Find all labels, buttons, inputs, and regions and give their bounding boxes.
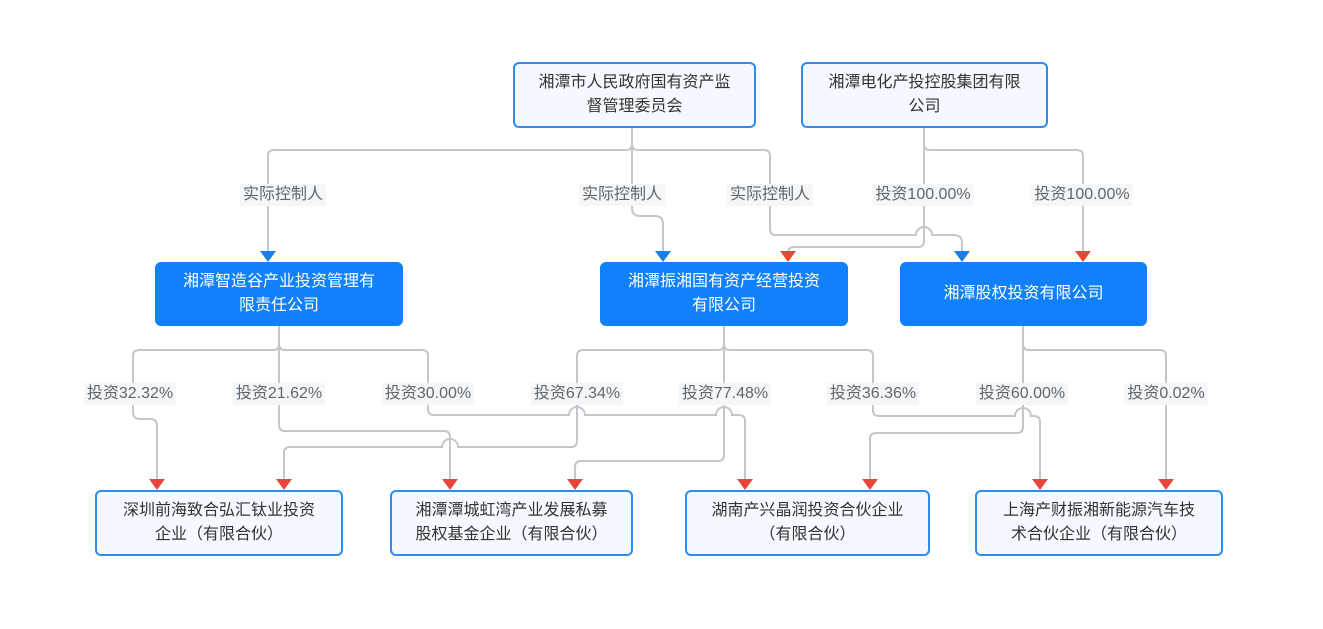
edge-label: 投资60.00% [975, 383, 1069, 405]
company-name: 湘潭振湘国有资产经营投资有限公司 [627, 273, 820, 314]
red-arrowhead-icon [780, 251, 796, 262]
edge-label: 投资30.00% [381, 383, 475, 405]
company-name: 湖南产兴晶润投资合伙企业（有限合伙） [711, 502, 904, 543]
company-name: 深圳前海致合弘汇钛业投资企业（有限合伙） [122, 502, 315, 543]
blue-arrowhead-icon [954, 251, 970, 262]
red-arrowhead-icon [567, 479, 583, 490]
edge-label: 投资67.34% [530, 383, 624, 405]
connector-line [574, 326, 725, 481]
edge-label: 投资100.00% [872, 184, 974, 206]
company-name: 湘潭股权投资有限公司 [943, 285, 1104, 302]
red-arrowhead-icon [1075, 251, 1091, 262]
connector-line [787, 128, 925, 254]
blue-arrowhead-icon [260, 251, 276, 262]
red-arrowhead-icon [862, 479, 878, 490]
edge-label: 实际控制人 [239, 184, 327, 206]
edge-label: 投资21.62% [232, 383, 326, 405]
edge-label: 投资0.02% [1124, 383, 1208, 405]
company-name: 湘潭潭城虹湾产业发展私募股权基金企业（有限合伙） [415, 502, 608, 543]
blue-arrowhead-icon [655, 251, 671, 262]
company-node-t2[interactable]: 湘潭电化产投控股集团有限公司 [801, 62, 1048, 128]
red-arrowhead-icon [737, 479, 753, 490]
connector-line [723, 343, 1041, 481]
connector-line [283, 326, 725, 481]
company-node-t1[interactable]: 湘潭市人民政府国有资产监督管理委员会 [513, 62, 756, 128]
edge-label: 投资77.48% [678, 383, 772, 405]
company-node-m2[interactable]: 湘潭振湘国有资产经营投资有限公司 [600, 262, 848, 326]
edge-label: 投资32.32% [83, 383, 177, 405]
company-name: 湘潭智造谷产业投资管理有限责任公司 [182, 273, 375, 314]
company-node-m1[interactable]: 湘潭智造谷产业投资管理有限责任公司 [155, 262, 403, 326]
connector-line [923, 128, 1084, 253]
red-arrowhead-icon [1032, 479, 1048, 490]
connector-line [1022, 343, 1167, 481]
edge-label: 实际控制人 [726, 184, 814, 206]
red-arrowhead-icon [1158, 479, 1174, 490]
edge-label: 投资100.00% [1031, 184, 1133, 206]
connector-line [631, 128, 664, 253]
company-node-b3[interactable]: 湖南产兴晶润投资合伙企业（有限合伙） [685, 490, 930, 556]
connector-line [278, 343, 746, 481]
red-arrowhead-icon [276, 479, 292, 490]
company-node-b4[interactable]: 上海产财振湘新能源汽车技术合伙企业（有限合伙） [975, 490, 1223, 556]
edge-label: 实际控制人 [578, 184, 666, 206]
connector-line [869, 326, 1024, 481]
red-arrowhead-icon [442, 479, 458, 490]
company-node-b2[interactable]: 湘潭潭城虹湾产业发展私募股权基金企业（有限合伙） [390, 490, 633, 556]
company-name: 上海产财振湘新能源汽车技术合伙企业（有限合伙） [1002, 502, 1195, 543]
connector-line [278, 326, 451, 481]
company-name: 湘潭市人民政府国有资产监督管理委员会 [538, 74, 731, 115]
company-node-b1[interactable]: 深圳前海致合弘汇钛业投资企业（有限合伙） [95, 490, 343, 556]
red-arrowhead-icon [149, 479, 165, 490]
company-node-m3[interactable]: 湘潭股权投资有限公司 [900, 262, 1147, 326]
company-name: 湘潭电化产投控股集团有限公司 [828, 74, 1021, 115]
edge-label: 投资36.36% [826, 383, 920, 405]
connector-line [631, 128, 963, 253]
